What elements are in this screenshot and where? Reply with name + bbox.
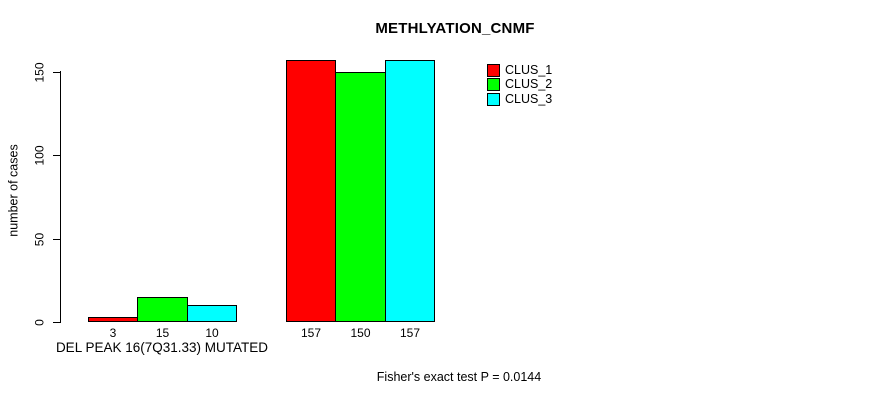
bar-value-label: 15 <box>155 326 170 340</box>
chart-title: METHLYATION_CNMF <box>375 20 535 37</box>
fisher-test-note: Fisher's exact test P = 0.0144 <box>376 370 542 384</box>
legend-item-clus_1: CLUS_1 <box>487 63 577 78</box>
bar-clus_3-group-1 <box>187 305 237 322</box>
y-tick-mark <box>53 322 61 323</box>
y-tick-label: 150 <box>32 62 47 83</box>
y-axis-label: number of cases <box>6 144 21 237</box>
legend-item-clus_2: CLUS_2 <box>487 77 577 92</box>
bar-value-label: 3 <box>109 326 117 340</box>
bar-clus_1-group-1 <box>88 317 138 322</box>
legend-label: CLUS_2 <box>505 77 553 92</box>
legend-swatch-icon <box>487 78 500 92</box>
legend-swatch-icon <box>487 64 500 77</box>
y-tick-mark <box>53 155 61 156</box>
bar-value-label: 150 <box>350 326 371 340</box>
y-tick-label: 50 <box>32 232 47 247</box>
bar-clus_3-group-2 <box>385 60 435 322</box>
x-category-label: DEL PEAK 16(7Q31.33) MUTATED <box>55 340 269 355</box>
legend-swatch-icon <box>487 92 500 106</box>
bar-value-label: 157 <box>300 326 322 340</box>
y-tick-mark <box>53 72 61 73</box>
bar-clus_2-group-1 <box>137 297 188 322</box>
bar-value-label: 157 <box>399 326 421 340</box>
y-axis-line <box>60 71 61 323</box>
legend-item-clus_3: CLUS_3 <box>487 92 577 107</box>
bar-clus_2-group-2 <box>335 72 386 322</box>
bar-value-label: 10 <box>205 326 219 340</box>
legend-label: CLUS_3 <box>505 91 553 106</box>
y-tick-label: 0 <box>32 319 47 326</box>
legend-label: CLUS_1 <box>505 63 553 77</box>
y-tick-label: 100 <box>32 145 47 166</box>
bar-clus_1-group-2 <box>286 60 336 322</box>
y-tick-mark <box>53 239 61 240</box>
